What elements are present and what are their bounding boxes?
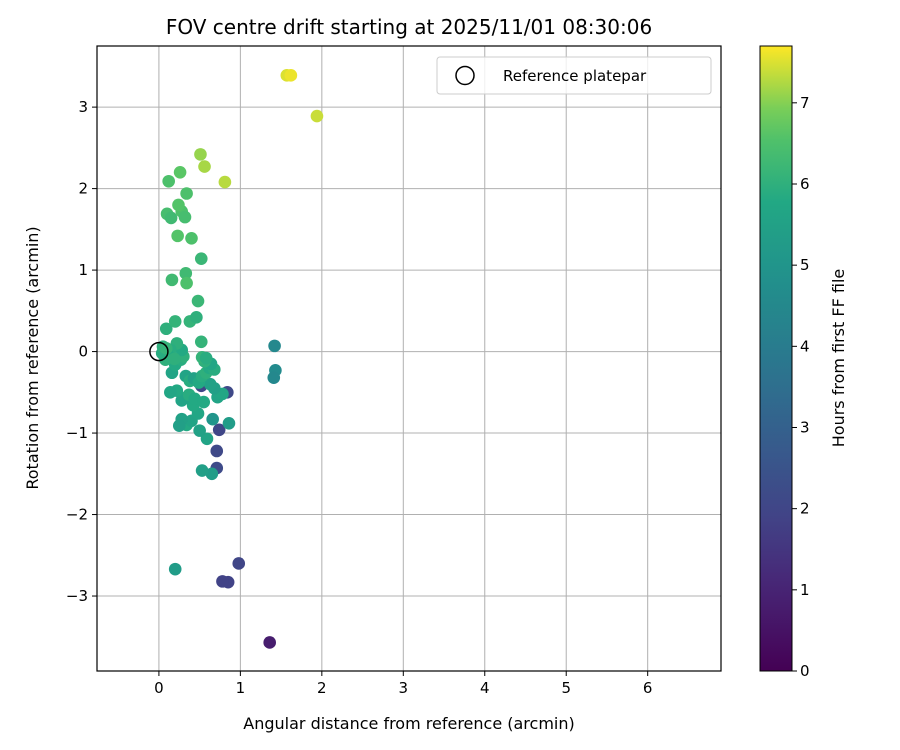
data-point (284, 69, 298, 82)
data-point (193, 424, 206, 437)
colorbar-tick-label: 7 (800, 94, 810, 112)
data-point (218, 175, 232, 189)
reference-marker (149, 341, 169, 362)
data-point (263, 636, 276, 649)
data-point (210, 444, 224, 458)
data-point (212, 423, 226, 437)
data-point (180, 187, 193, 200)
colorbar-label: Hours from first FF file (829, 269, 848, 448)
data-point (162, 174, 175, 188)
y-tick-label: −3 (66, 587, 88, 605)
x-axis-label: Angular distance from reference (arcmin) (243, 714, 574, 733)
y-tick-label: −2 (66, 506, 88, 524)
data-point (172, 419, 186, 433)
data-point (164, 386, 177, 399)
legend-box (436, 56, 712, 95)
colorbar-tick-label: 4 (800, 337, 810, 355)
colorbar-tick-label: 3 (800, 418, 810, 436)
y-tick-label: 0 (78, 343, 88, 361)
data-point (205, 467, 219, 481)
data-point (216, 575, 229, 588)
data-point (165, 273, 179, 287)
data-point (206, 412, 219, 426)
data-point (159, 342, 173, 355)
data-point (310, 109, 324, 123)
data-point (267, 371, 281, 384)
x-tick-label: 0 (154, 679, 164, 697)
y-tick-label: 3 (78, 98, 88, 116)
colorbar-tick-label: 0 (800, 662, 810, 680)
colorbar-tick-label: 1 (800, 581, 810, 599)
data-point (190, 311, 203, 324)
data-point (232, 557, 246, 570)
colorbar-ticks: 0 1 2 3 4 5 6 7 (792, 94, 810, 680)
data-point (194, 252, 208, 265)
data-point (191, 294, 205, 308)
data-point (268, 339, 281, 353)
x-tick-label: 2 (317, 679, 327, 697)
chart-title: FOV centre drift starting at 2025/11/01 … (166, 15, 652, 39)
data-point (168, 315, 182, 328)
x-tick-label: 1 (236, 679, 246, 697)
colorbar-tick-label: 2 (800, 500, 810, 518)
data-point (168, 562, 182, 576)
data-point (179, 267, 193, 280)
data-point (222, 416, 236, 430)
y-axis-label: Rotation from reference (arcmin) (23, 226, 42, 489)
data-point (159, 322, 173, 336)
x-axis-ticks: 0 1 2 3 4 5 6 (154, 671, 652, 697)
data-point (180, 276, 193, 290)
data-point (194, 148, 207, 161)
data-point (203, 377, 217, 391)
data-point (199, 351, 213, 365)
y-tick-label: −1 (66, 424, 88, 442)
data-point (178, 210, 192, 224)
data-point (200, 432, 214, 446)
legend: Reference platepar (436, 56, 712, 95)
data-point (197, 395, 211, 409)
y-tick-label: 1 (78, 261, 88, 279)
y-axis-ticks: −3 −2 −1 0 1 2 3 (66, 98, 97, 605)
plot-frame (96, 45, 722, 672)
data-point (185, 232, 198, 245)
x-tick-label: 6 (643, 679, 653, 697)
x-tick-label: 5 (561, 679, 571, 697)
legend-label: Reference platepar (503, 67, 647, 85)
data-point (164, 211, 178, 225)
colorbar: 0 1 2 3 4 5 6 7 Hours from first FF file (759, 45, 848, 680)
grid (97, 46, 721, 671)
data-point (198, 160, 211, 173)
x-tick-label: 4 (480, 679, 490, 697)
x-tick-label: 3 (399, 679, 409, 697)
data-point (173, 166, 187, 179)
data-point (195, 464, 209, 477)
colorbar-tick-label: 5 (800, 256, 810, 274)
colorbar-gradient (759, 45, 793, 672)
data-point (171, 229, 184, 243)
legend-marker-reference (455, 65, 475, 86)
data-point (172, 198, 185, 212)
data-points (149, 69, 324, 649)
y-tick-label: 2 (78, 180, 88, 198)
data-point (168, 352, 181, 366)
data-point (194, 335, 208, 349)
colorbar-tick-label: 6 (800, 175, 810, 193)
